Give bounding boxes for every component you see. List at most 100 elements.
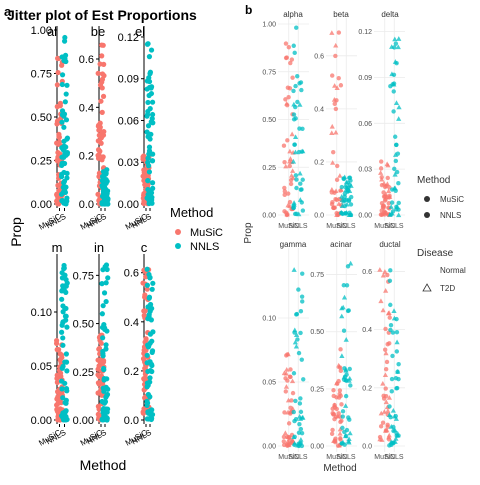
data-point-nnls: [103, 280, 109, 286]
data-point-nnls: [100, 407, 106, 413]
panel-a-legend: Method MuSiC NNLS: [170, 205, 223, 253]
data-point-nnls: [299, 187, 304, 192]
facet-strip-label: delta: [381, 10, 399, 19]
data-point-music: [377, 267, 383, 272]
data-point-nnls: [101, 367, 107, 373]
data-point-nnls: [61, 38, 68, 44]
data-point-nnls: [393, 413, 398, 419]
data-point-nnls: [59, 386, 65, 392]
data-point-music: [100, 132, 107, 138]
data-point-music: [330, 200, 335, 205]
data-point-music: [332, 83, 338, 88]
legend-nnls-key: [175, 243, 181, 249]
data-point-music: [385, 422, 390, 427]
data-point-music: [142, 308, 148, 314]
data-point-music: [383, 326, 388, 332]
data-point-nnls: [393, 436, 399, 441]
data-point-music: [334, 406, 339, 412]
legend-b-music-key: [424, 196, 430, 202]
data-point-music: [378, 298, 384, 304]
data-point-music: [378, 424, 384, 429]
data-point-music: [54, 192, 60, 198]
data-point-nnls: [393, 416, 399, 421]
facet-strip-label: acinar: [330, 240, 352, 249]
data-point-nnls: [339, 203, 345, 209]
data-point-nnls: [300, 299, 305, 304]
data-point-nnls: [99, 311, 105, 317]
data-point-nnls: [390, 353, 395, 359]
data-point-nnls: [146, 169, 153, 175]
data-point-music: [286, 191, 291, 196]
data-point-nnls: [298, 330, 303, 336]
data-point-nnls: [145, 178, 151, 184]
data-point-music: [287, 148, 293, 154]
data-point-nnls: [393, 134, 398, 139]
data-point-nnls: [149, 349, 155, 356]
data-point-nnls: [146, 295, 152, 301]
data-point-nnls: [297, 422, 302, 427]
data-point-music: [281, 370, 287, 376]
data-point-nnls: [343, 393, 349, 399]
data-point-nnls: [149, 180, 156, 186]
data-point-music: [336, 364, 342, 369]
data-point-nnls: [340, 425, 345, 431]
y-tick-label: 0.4: [124, 317, 139, 329]
data-point-nnls: [348, 202, 354, 207]
data-point-nnls: [300, 414, 306, 420]
y-tick-label: 0.2: [362, 385, 372, 392]
data-point-music: [54, 140, 60, 146]
data-point-music: [386, 395, 393, 400]
data-point-nnls: [348, 260, 354, 266]
data-point-nnls: [339, 441, 345, 446]
data-point-music: [381, 190, 386, 195]
data-point-nnls: [389, 200, 395, 205]
data-point-nnls: [346, 415, 351, 420]
facet-strip-label: el: [135, 24, 145, 39]
data-point-nnls: [396, 361, 401, 367]
data-point-nnls: [299, 294, 305, 299]
panel-b-xlabel: Method: [323, 463, 356, 474]
data-point-music: [332, 416, 337, 422]
data-point-nnls: [392, 59, 398, 64]
data-point-music: [54, 375, 60, 382]
y-tick-label: 0.09: [358, 75, 372, 82]
data-point-music: [99, 79, 105, 85]
data-point-nnls: [349, 194, 354, 200]
data-point-nnls: [104, 406, 111, 412]
data-point-nnls: [64, 135, 71, 141]
data-point-music: [281, 143, 287, 148]
data-point-nnls: [103, 384, 109, 390]
y-tick-label: 0.00: [118, 199, 139, 211]
data-point-nnls: [339, 353, 345, 358]
data-point-music: [329, 431, 335, 436]
data-point-nnls: [392, 36, 398, 42]
data-point-nnls: [297, 102, 303, 107]
data-point-nnls: [343, 179, 349, 185]
data-point-music: [333, 106, 339, 112]
x-tick-label: MuSiC: [326, 223, 347, 230]
data-point-music: [385, 272, 390, 278]
data-point-nnls: [391, 440, 396, 446]
data-point-nnls: [391, 428, 396, 434]
data-point-music: [281, 434, 287, 440]
data-point-music: [283, 97, 288, 102]
data-point-nnls: [64, 195, 70, 201]
data-point-music: [55, 389, 61, 395]
data-point-music: [59, 354, 65, 361]
data-point-nnls: [393, 158, 399, 164]
data-point-music: [141, 347, 147, 353]
data-point-nnls: [59, 72, 66, 78]
data-point-music: [96, 381, 102, 387]
data-point-nnls: [103, 394, 109, 400]
data-point-nnls: [388, 424, 394, 429]
data-point-nnls: [291, 43, 296, 48]
data-point-music: [290, 390, 296, 396]
data-point-music: [290, 75, 295, 80]
facet-strip-label: alpha: [283, 10, 303, 19]
data-point-music: [333, 53, 338, 59]
data-point-nnls: [389, 389, 394, 394]
data-point-music: [141, 376, 147, 382]
data-point-nnls: [293, 116, 298, 121]
